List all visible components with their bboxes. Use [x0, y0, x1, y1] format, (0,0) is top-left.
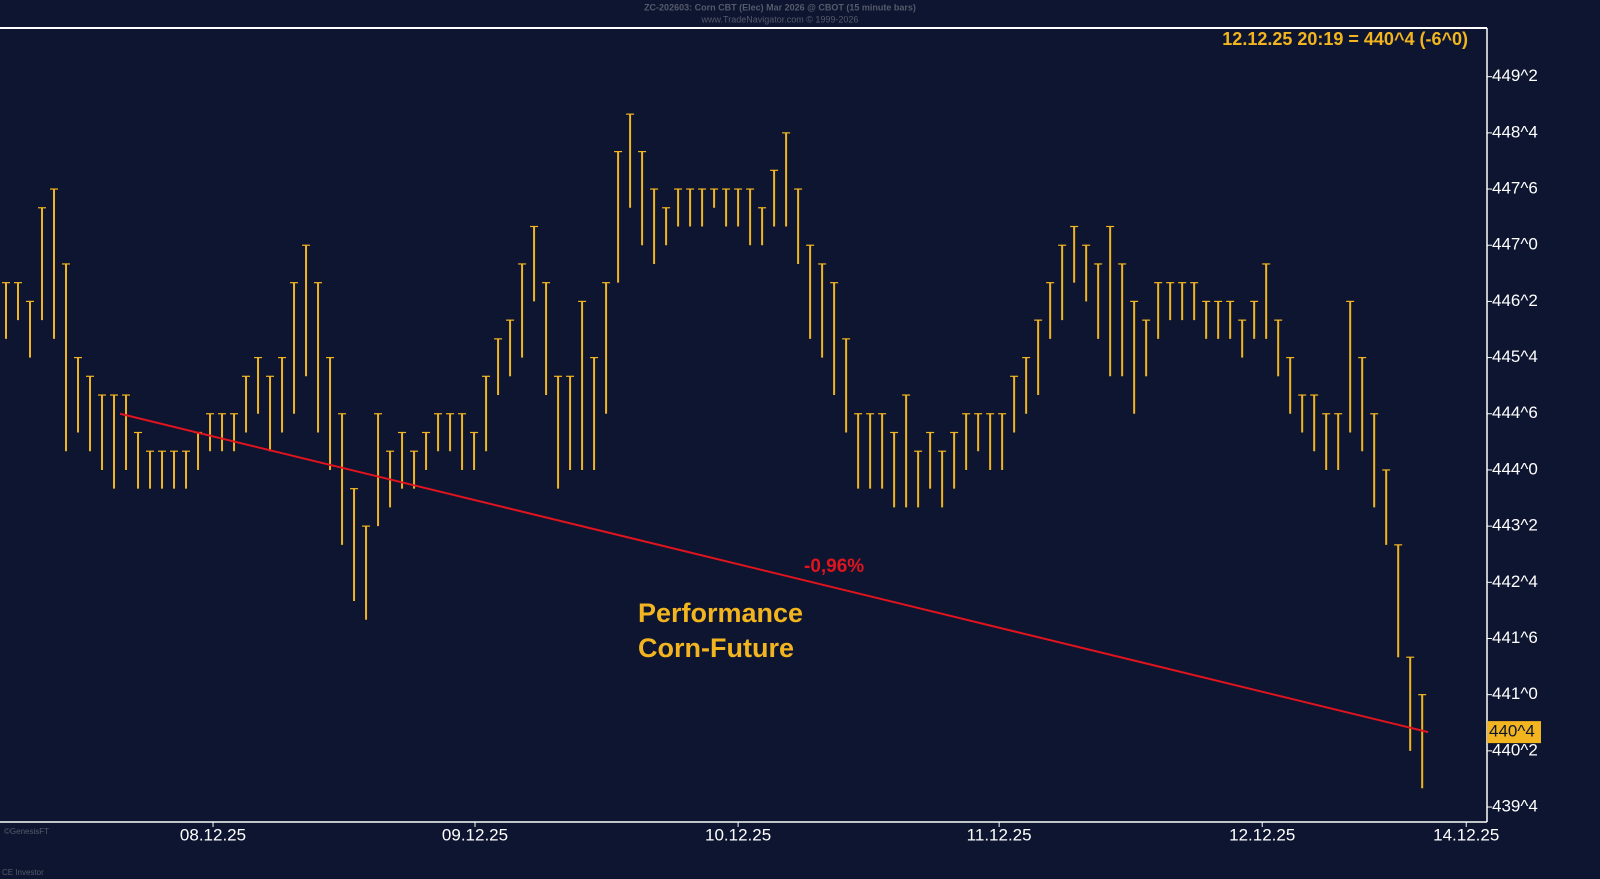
x-tick-label: 14.12.25	[1433, 825, 1499, 844]
last-price-tag	[1487, 721, 1541, 744]
y-tick-label: 444^0	[1492, 459, 1538, 478]
chart-subtitle: www.TradeNavigator.com © 1999-2026	[701, 14, 859, 24]
y-tick-label: 448^4	[1492, 122, 1538, 141]
y-tick-label: 449^2	[1492, 66, 1538, 85]
y-tick-label: 447^0	[1492, 235, 1538, 254]
trend-line	[119, 412, 1429, 734]
last-quote: 12.12.25 20:19 = 440^4 (-6^0)	[1222, 29, 1468, 49]
trend-label: -0,96%	[804, 556, 864, 577]
y-tick-label: 445^4	[1492, 347, 1538, 366]
y-tick-label: 443^2	[1492, 516, 1538, 535]
bars	[2, 113, 1427, 789]
annotation: Performance	[638, 598, 803, 628]
chart-title: ZC-202603: Corn CBT (Elec) Mar 2026 @ CB…	[644, 2, 916, 12]
y-tick-label: 444^6	[1492, 403, 1538, 422]
y-tick-label: 446^2	[1492, 291, 1538, 310]
y-tick-label: 441^0	[1492, 684, 1538, 703]
watermark: CE Investor	[2, 868, 44, 877]
y-tick-label: 442^4	[1492, 572, 1538, 591]
y-tick-label: 447^6	[1492, 179, 1538, 198]
annotation: Corn-Future	[638, 633, 794, 663]
y-tick-label: 439^4	[1492, 797, 1538, 816]
y-tick-label: 441^6	[1492, 628, 1538, 647]
x-tick-label: 11.12.25	[967, 825, 1032, 844]
x-tick-label: 08.12.25	[180, 825, 246, 844]
x-tick-label: 10.12.25	[705, 825, 771, 844]
y-tick-label: 440^2	[1492, 740, 1538, 759]
watermark: ©GenesisFT	[4, 827, 49, 836]
last-price-label: 440^4	[1489, 722, 1535, 741]
x-tick-label: 09.12.25	[442, 825, 508, 844]
x-tick-label: 12.12.25	[1229, 825, 1295, 844]
